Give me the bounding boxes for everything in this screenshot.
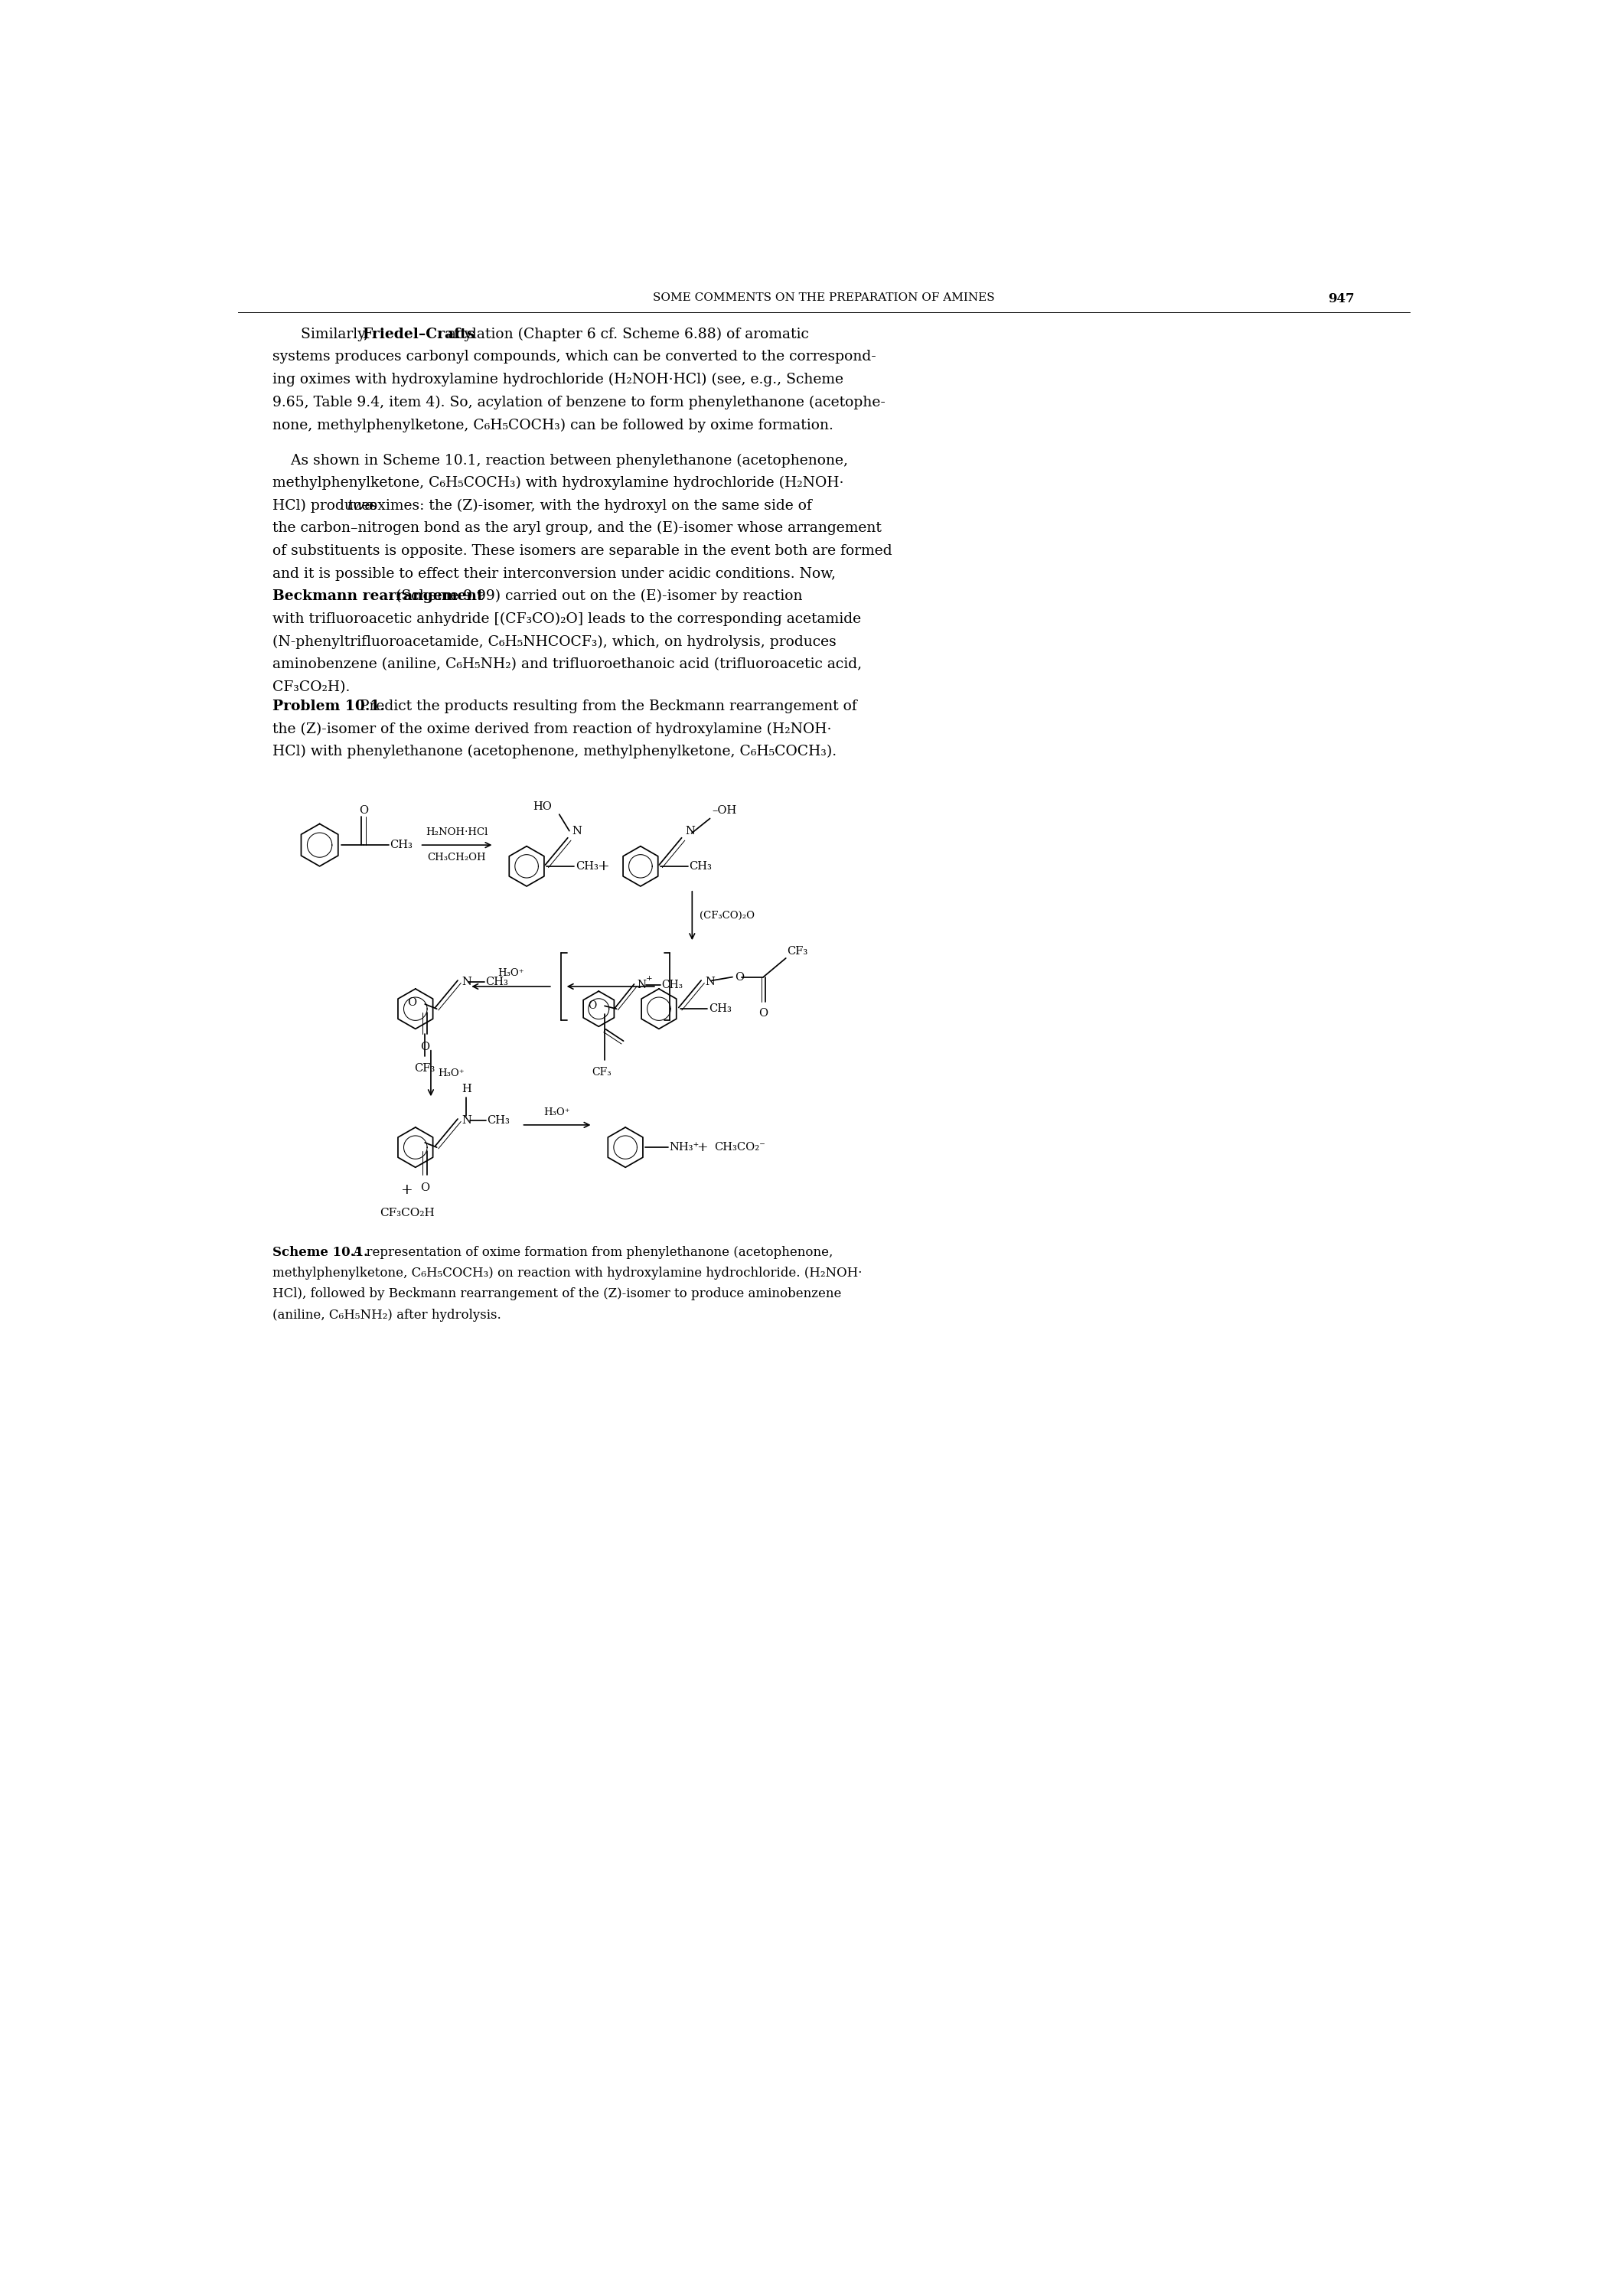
Text: CH₃: CH₃ <box>709 1003 732 1015</box>
Text: (N-phenyltrifluoroacetamide, C₆H₅NHCOCF₃), which, on hydrolysis, produces: (N-phenyltrifluoroacetamide, C₆H₅NHCOCF₃… <box>272 634 836 650</box>
Text: N: N <box>572 827 582 836</box>
Text: O: O <box>759 1008 769 1019</box>
Text: 947: 947 <box>1328 292 1354 305</box>
Text: SOME COMMENTS ON THE PREPARATION OF AMINES: SOME COMMENTS ON THE PREPARATION OF AMIN… <box>653 292 995 303</box>
Text: Predict the products resulting from the Beckmann rearrangement of: Predict the products resulting from the … <box>355 700 857 714</box>
Text: ing oximes with hydroxylamine hydrochloride (H₂NOH·HCl) (see, e.g., Scheme: ing oximes with hydroxylamine hydrochlor… <box>272 372 843 386</box>
Text: A representation of oxime formation from phenylethanone (acetophenone,: A representation of oxime formation from… <box>349 1247 833 1258</box>
Text: As shown in Scheme 10.1, reaction between phenylethanone (acetophenone,: As shown in Scheme 10.1, reaction betwee… <box>272 452 847 468</box>
Text: H₃O⁺: H₃O⁺ <box>437 1068 465 1079</box>
Text: N: N <box>637 980 646 990</box>
Text: Problem 10.1.: Problem 10.1. <box>272 700 384 714</box>
Text: N: N <box>461 1116 471 1125</box>
Text: O: O <box>420 1042 429 1052</box>
Text: CH₃: CH₃ <box>661 980 683 990</box>
Text: H₂NOH·HCl: H₂NOH·HCl <box>426 827 489 838</box>
Text: aminobenzene (aniline, C₆H₅NH₂) and trifluoroethanoic acid (trifluoroacetic acid: aminobenzene (aniline, C₆H₅NH₂) and trif… <box>272 657 862 670</box>
Text: HO: HO <box>532 801 552 813</box>
Text: CH₃: CH₃ <box>690 861 712 872</box>
Text: CF₃: CF₃ <box>415 1063 436 1075</box>
Text: methylphenylketone, C₆H₅COCH₃) with hydroxylamine hydrochloride (H₂NOH·: methylphenylketone, C₆H₅COCH₃) with hydr… <box>272 475 844 489</box>
Text: acylation (Chapter 6 cf. Scheme 6.88) of aromatic: acylation (Chapter 6 cf. Scheme 6.88) of… <box>442 328 809 342</box>
Text: the carbon–nitrogen bond as the aryl group, and the (E)-isomer whose arrangement: the carbon–nitrogen bond as the aryl gro… <box>272 521 881 535</box>
Text: CF₃: CF₃ <box>592 1068 611 1077</box>
Text: Similarly,: Similarly, <box>301 328 373 342</box>
Text: O: O <box>407 996 416 1008</box>
Text: CH₃: CH₃ <box>576 861 598 872</box>
Text: methylphenylketone, C₆H₅COCH₃) on reaction with hydroxylamine hydrochloride. (H₂: methylphenylketone, C₆H₅COCH₃) on reacti… <box>272 1267 862 1279</box>
Text: NH₃⁺: NH₃⁺ <box>669 1141 699 1153</box>
Text: N: N <box>706 976 716 987</box>
Text: CF₃CO₂H: CF₃CO₂H <box>379 1208 434 1219</box>
Text: oximes: the (Z)-isomer, with the hydroxyl on the same side of: oximes: the (Z)-isomer, with the hydroxy… <box>363 498 812 512</box>
Text: of substituents is opposite. These isomers are separable in the event both are f: of substituents is opposite. These isome… <box>272 544 892 558</box>
Text: CH₃: CH₃ <box>486 976 508 987</box>
Text: +: + <box>598 859 609 872</box>
Text: HCl) produces: HCl) produces <box>272 498 381 512</box>
Text: CH₃: CH₃ <box>389 840 413 850</box>
Text: +: + <box>400 1182 413 1196</box>
Text: O: O <box>420 1182 429 1194</box>
Text: Scheme 10.1.: Scheme 10.1. <box>272 1247 368 1258</box>
Text: CH₃CO₂⁻: CH₃CO₂⁻ <box>714 1141 765 1153</box>
Text: (aniline, C₆H₅NH₂) after hydrolysis.: (aniline, C₆H₅NH₂) after hydrolysis. <box>272 1309 500 1322</box>
Text: –OH: –OH <box>712 806 736 815</box>
Text: systems produces carbonyl compounds, which can be converted to the correspond-: systems produces carbonyl compounds, whi… <box>272 349 876 363</box>
Text: (CF₃CO)₂O: (CF₃CO)₂O <box>699 912 754 921</box>
Text: N: N <box>685 827 695 836</box>
Text: O: O <box>359 806 368 815</box>
Text: CF₃CO₂H).: CF₃CO₂H). <box>272 680 351 693</box>
Text: +: + <box>646 976 653 983</box>
Text: with trifluoroacetic anhydride [(CF₃CO)₂O] leads to the corresponding acetamide: with trifluoroacetic anhydride [(CF₃CO)₂… <box>272 613 860 627</box>
Text: (Scheme 9.99) carried out on the (E)-isomer by reaction: (Scheme 9.99) carried out on the (E)-iso… <box>391 590 802 604</box>
Text: H₃O⁺: H₃O⁺ <box>497 969 524 978</box>
Text: Friedel–Crafts: Friedel–Crafts <box>362 328 474 342</box>
Text: H₃O⁺: H₃O⁺ <box>544 1107 571 1118</box>
Text: and it is possible to effect their interconversion under acidic conditions. Now,: and it is possible to effect their inter… <box>272 567 836 581</box>
Text: HCl), followed by Beckmann rearrangement of the (Z)-isomer to produce aminobenze: HCl), followed by Beckmann rearrangement… <box>272 1288 841 1300</box>
Text: N: N <box>461 976 471 987</box>
Text: Beckmann rearrangement: Beckmann rearrangement <box>272 590 484 604</box>
Text: CH₃CH₂OH: CH₃CH₂OH <box>428 852 486 863</box>
Text: HCl) with phenylethanone (acetophenone, methylphenylketone, C₆H₅COCH₃).: HCl) with phenylethanone (acetophenone, … <box>272 744 836 758</box>
Text: CF₃: CF₃ <box>786 946 807 957</box>
Text: 9.65, Table 9.4, item 4). So, acylation of benzene to form phenylethanone (aceto: 9.65, Table 9.4, item 4). So, acylation … <box>272 395 884 409</box>
Text: H: H <box>461 1084 471 1095</box>
Text: O: O <box>587 1001 597 1010</box>
Text: +: + <box>696 1141 708 1155</box>
Text: O: O <box>735 971 745 983</box>
Text: CH₃: CH₃ <box>487 1116 510 1125</box>
Text: two: two <box>347 498 375 512</box>
Text: the (Z)-isomer of the oxime derived from reaction of hydroxylamine (H₂NOH·: the (Z)-isomer of the oxime derived from… <box>272 723 831 737</box>
Text: none, methylphenylketone, C₆H₅COCH₃) can be followed by oxime formation.: none, methylphenylketone, C₆H₅COCH₃) can… <box>272 418 833 432</box>
